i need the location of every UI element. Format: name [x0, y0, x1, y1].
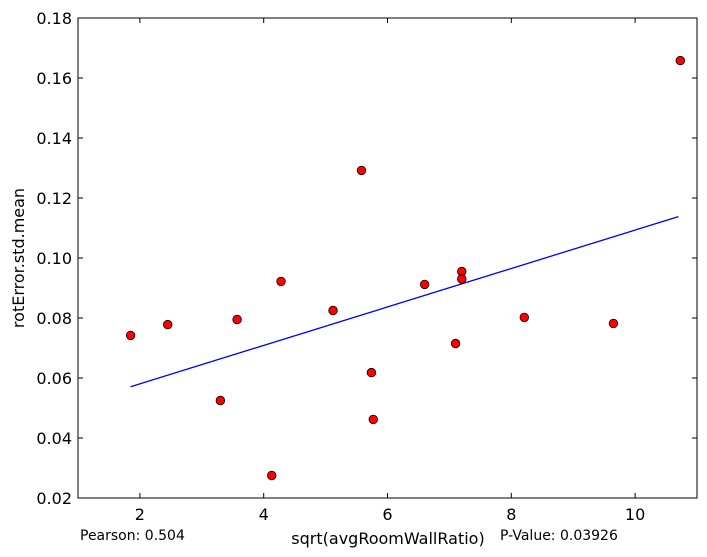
y-tick-label: 0.02 [36, 489, 72, 508]
data-point [419, 279, 430, 290]
y-axis: 0.02 0.04 0.06 0.08 0.10 0.12 0.14 0.16 0.18 [36, 9, 697, 508]
data-point [356, 165, 367, 176]
y-tick-label: 0.04 [36, 429, 72, 448]
data-point [163, 319, 173, 330]
data-point [125, 330, 136, 341]
pearson-annotation: Pearson: 0.504 [80, 528, 185, 544]
x-tick-label: 8 [506, 505, 516, 524]
y-tick-label: 0.06 [36, 369, 72, 388]
y-tick-label: 0.18 [36, 9, 72, 28]
regression-line [130, 215, 679, 388]
data-point [457, 274, 467, 284]
data-point [267, 470, 277, 481]
fit-line-layer [130, 215, 679, 388]
x-axis: 2 4 6 8 10 [135, 18, 645, 524]
data-point [215, 395, 226, 406]
y-tick-label: 0.16 [36, 69, 72, 88]
x-tick-label: 10 [625, 505, 645, 524]
data-point [232, 314, 242, 325]
y-tick-label: 0.10 [36, 249, 72, 268]
points-layer [125, 55, 685, 481]
data-point [368, 414, 378, 425]
y-tick-label: 0.14 [36, 129, 72, 148]
data-point [328, 305, 338, 316]
data-point [519, 312, 529, 323]
y-tick-label: 0.08 [36, 309, 72, 328]
x-axis-label: sqrt(avgRoomWallRatio) [291, 529, 484, 548]
y-tick-label: 0.12 [36, 189, 72, 208]
y-axis-label: rotError.std.mean [9, 188, 28, 328]
p-value-annotation: P-Value: 0.03926 [500, 528, 618, 544]
plot-frame [77, 17, 698, 499]
x-tick-label: 2 [135, 505, 145, 524]
data-point [276, 276, 286, 287]
data-point [608, 318, 619, 329]
x-tick-label: 6 [382, 505, 392, 524]
data-point [450, 338, 461, 349]
data-point [366, 367, 377, 378]
x-tick-label: 4 [259, 505, 269, 524]
data-point [675, 55, 685, 66]
